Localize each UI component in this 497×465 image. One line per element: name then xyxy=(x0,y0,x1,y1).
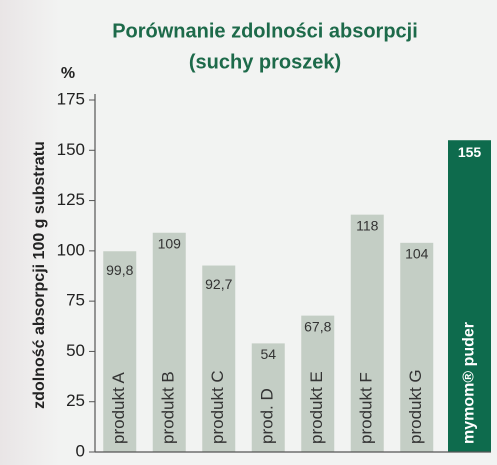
category-label: produkt F xyxy=(357,372,376,444)
chart-title: Porównanie zdolności absorpcji xyxy=(112,20,418,42)
chart-title: (suchy proszek) xyxy=(189,51,341,73)
y-tick-label: 100 xyxy=(57,240,85,259)
y-tick-label: 50 xyxy=(66,341,85,360)
category-label: produkt A xyxy=(109,372,128,444)
value-label: 54 xyxy=(260,346,276,362)
y-tick-label: 75 xyxy=(66,291,85,310)
y-tick-label: 150 xyxy=(57,140,85,159)
value-label: 118 xyxy=(356,217,379,233)
y-tick-label: 0 xyxy=(76,441,85,460)
value-label: 92,7 xyxy=(205,276,232,292)
y-axis-label: zdolność absorpcji 100 g substratu xyxy=(31,141,48,409)
category-label: mymom® puder xyxy=(461,322,478,444)
category-label: produkt C xyxy=(208,370,227,444)
category-label: produkt G xyxy=(406,369,425,444)
chart: Porównanie zdolności absorpcji (suchy pr… xyxy=(0,0,497,465)
y-tick-label: 125 xyxy=(57,190,85,209)
value-label: 99,8 xyxy=(106,262,133,278)
value-label: 155 xyxy=(458,144,482,160)
category-label: prod. D xyxy=(258,388,277,444)
value-label: 104 xyxy=(405,246,429,262)
value-label: 67,8 xyxy=(304,318,331,334)
value-label: 109 xyxy=(158,235,182,251)
y-tick-label: 175 xyxy=(57,89,85,108)
category-label: produkt B xyxy=(159,371,178,444)
category-label: produkt E xyxy=(307,371,326,444)
y-unit: % xyxy=(61,65,75,82)
y-tick-label: 25 xyxy=(66,391,85,410)
